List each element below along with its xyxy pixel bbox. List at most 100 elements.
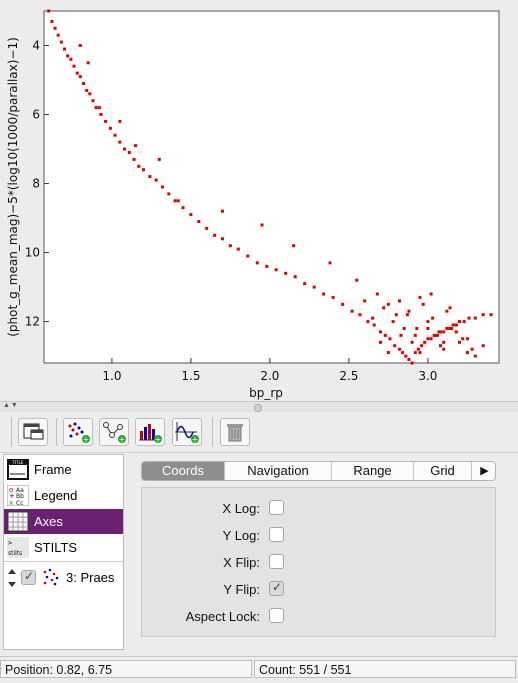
- data-point: [420, 344, 424, 348]
- control-item-legend[interactable]: o Aa + Bb x Cc Legend: [4, 483, 123, 508]
- add-function-layer-button[interactable]: +: [172, 418, 202, 446]
- data-point: [213, 233, 217, 237]
- data-point: [85, 88, 89, 92]
- data-point: [99, 113, 103, 116]
- tab-coords[interactable]: Coords: [142, 462, 224, 480]
- data-point: [328, 261, 332, 265]
- data-point: [434, 333, 438, 337]
- frame-icon: TITLE: [7, 459, 29, 480]
- data-point: [379, 330, 382, 334]
- scatter-plot[interactable]: 1.0 1.5 2.0 2.5 3.0 4 6 8 10 12 bp_rp (phot_g_me…: [0, 0, 518, 400]
- tab-grid[interactable]: Grid: [413, 462, 471, 480]
- splitter-handle[interactable]: [254, 404, 262, 412]
- data-point: [341, 302, 345, 306]
- x-log-option: X Log:: [142, 499, 497, 519]
- add-position-layer-button[interactable]: +: [63, 418, 93, 446]
- data-point: [265, 264, 269, 268]
- control-item-frame[interactable]: TITLE Frame: [4, 457, 123, 482]
- data-point: [454, 330, 458, 334]
- data-point: [197, 220, 201, 223]
- data-point: [423, 340, 427, 344]
- layer-item-praesepe[interactable]: ✓ 3: Praes: [4, 565, 123, 590]
- plot-splitter[interactable]: ▲▼: [0, 401, 518, 412]
- svg-text:+: +: [192, 435, 199, 444]
- data-point: [69, 57, 73, 61]
- aspect-lock-label: Aspect Lock:: [185, 609, 260, 624]
- control-item-stilts[interactable]: > stilts STILTS: [4, 535, 123, 560]
- svg-text:x: x: [9, 499, 13, 506]
- data-point: [418, 295, 422, 299]
- data-point: [358, 313, 362, 317]
- data-point: [221, 209, 224, 213]
- x-log-label: X Log:: [222, 501, 260, 516]
- data-point: [416, 347, 420, 351]
- data-point: [448, 327, 452, 330]
- add-pair-layer-button[interactable]: +: [99, 418, 129, 446]
- control-item-label: STILTS: [34, 540, 78, 555]
- data-point: [331, 295, 335, 299]
- tab-navigation[interactable]: Navigation: [224, 462, 331, 480]
- x-log-checkbox[interactable]: [269, 500, 284, 515]
- drag-handle-icon[interactable]: [7, 568, 17, 588]
- y-tick-label: 12: [25, 315, 40, 329]
- data-point: [450, 327, 454, 330]
- data-point: [470, 347, 474, 351]
- x-flip-checkbox[interactable]: [269, 554, 284, 569]
- layer-visible-checkbox[interactable]: ✓: [21, 569, 36, 585]
- data-point: [462, 320, 466, 324]
- x-tick-label: 3.0: [418, 369, 437, 383]
- data-point: [413, 333, 417, 337]
- data-point: [407, 358, 411, 361]
- tab-range[interactable]: Range: [331, 462, 413, 480]
- data-point: [448, 306, 452, 310]
- remove-layer-button[interactable]: [220, 418, 250, 446]
- data-point: [173, 199, 177, 203]
- splitter-arrows[interactable]: ▲▼: [3, 402, 19, 409]
- data-point: [402, 327, 406, 330]
- toolbar-separator: [56, 418, 57, 446]
- y-log-option: Y Log:: [142, 526, 497, 546]
- data-point: [157, 157, 161, 161]
- data-point: [383, 333, 387, 337]
- x-tick-label: 1.5: [181, 369, 200, 383]
- y-tick-label: 6: [32, 108, 40, 122]
- aspect-lock-option: Aspect Lock:: [142, 607, 497, 627]
- data-point: [255, 261, 259, 265]
- data-point: [391, 320, 395, 324]
- data-point: [189, 213, 193, 217]
- plot-area[interactable]: 1.0 1.5 2.0 2.5 3.0 4 6 8 10 12 bp_rp (phot_g_me…: [0, 0, 518, 400]
- data-point: [118, 140, 122, 144]
- data-point: [246, 254, 250, 258]
- legend-icon: o Aa + Bb x Cc: [7, 485, 29, 506]
- position-readout: Position: 0.82, 6.75: [0, 660, 252, 678]
- plot-window-button[interactable]: [18, 418, 48, 446]
- x-axis-ticks: 1.0 1.5 2.0 2.5 3.0: [102, 358, 437, 383]
- data-point: [442, 330, 446, 334]
- data-point: [372, 323, 376, 327]
- data-point: [312, 285, 316, 289]
- y-flip-checkbox[interactable]: ✓: [269, 580, 284, 596]
- data-point: [260, 223, 264, 227]
- y-log-checkbox[interactable]: [269, 527, 284, 542]
- control-item-label: Legend: [34, 488, 78, 503]
- layer-label: 3: Praes: [66, 570, 115, 585]
- aspect-lock-checkbox[interactable]: [269, 608, 284, 623]
- data-point: [132, 157, 136, 161]
- data-point: [181, 206, 185, 210]
- tab-scroll-right-icon[interactable]: ▶: [471, 462, 495, 480]
- data-point: [388, 337, 392, 341]
- data-point: [104, 119, 108, 123]
- data-point: [481, 313, 485, 317]
- data-point: [63, 47, 66, 51]
- data-point: [118, 119, 122, 123]
- control-item-axes[interactable]: Axes: [4, 509, 123, 534]
- data-point: [442, 347, 446, 351]
- svg-text:+: +: [119, 435, 126, 444]
- data-point: [445, 309, 449, 313]
- data-point: [394, 313, 398, 317]
- data-point: [429, 292, 433, 296]
- checkmark-icon: ✓: [24, 569, 35, 583]
- data-point: [393, 344, 397, 348]
- data-point: [421, 302, 425, 306]
- add-histogram-layer-button[interactable]: +: [135, 418, 165, 446]
